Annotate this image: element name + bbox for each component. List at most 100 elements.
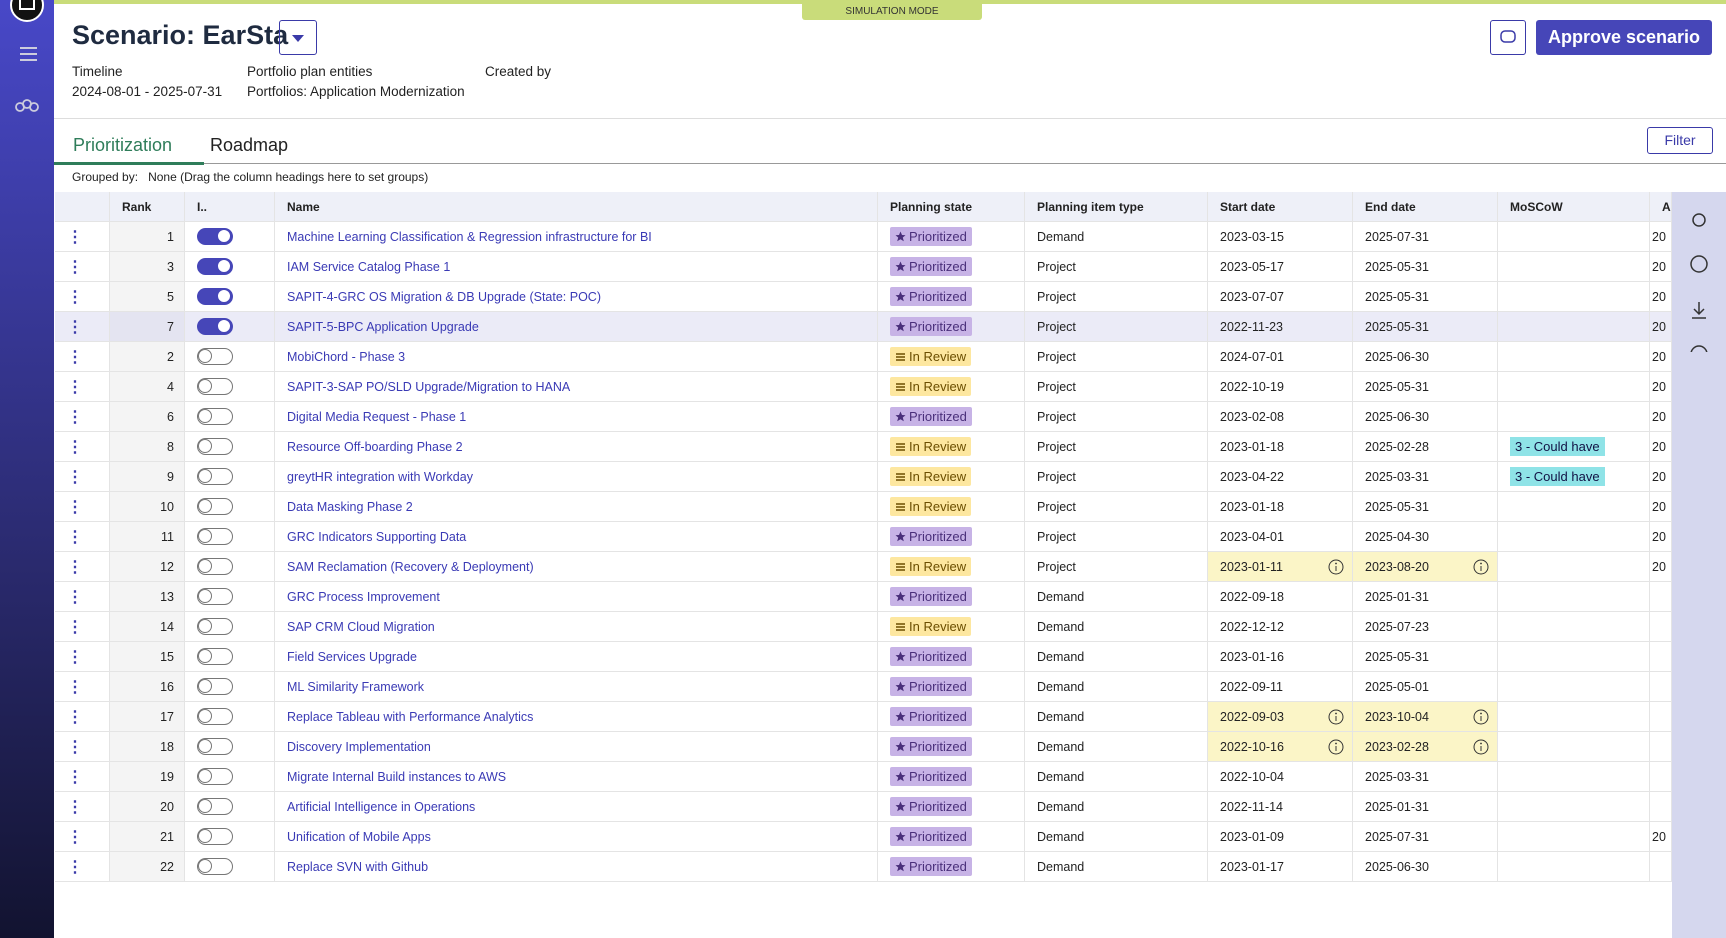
state-cell: Prioritized [878,312,1025,341]
state-badge: Prioritized [890,737,972,756]
item-link[interactable]: Machine Learning Classification & Regres… [287,229,652,244]
item-link[interactable]: Discovery Implementation [287,739,431,754]
tab[interactable]: Roadmap [210,135,289,155]
row-menu[interactable]: ⋮ [67,528,83,546]
item-link[interactable]: SAP CRM Cloud Migration [287,619,435,634]
table-row: ⋮ 14 SAP CRM Cloud Migration In Review Deman… [55,612,1672,642]
state-cell: Prioritized [878,762,1025,791]
include-toggle[interactable] [197,468,233,485]
include-toggle[interactable] [197,648,233,665]
tab[interactable]: Prioritization [73,135,173,155]
include-toggle[interactable] [197,558,233,575]
row-actions: ⋮ [55,432,110,461]
item-link[interactable]: Unification of Mobile Apps [287,829,431,844]
row-menu[interactable]: ⋮ [67,258,83,276]
include-toggle[interactable] [197,348,233,365]
row-menu[interactable]: ⋮ [67,828,83,846]
item-link[interactable]: Digital Media Request - Phase 1 [287,409,467,424]
date-text: 2025-05-31 [1365,289,1429,304]
end-date: 2025-06-30 [1353,342,1498,371]
header-cell[interactable]: End date [1353,192,1498,221]
include-toggle[interactable] [197,258,233,275]
dropdown-button[interactable] [279,20,317,55]
include-toggle[interactable] [197,408,233,425]
include-toggle[interactable] [197,858,233,875]
row-menu[interactable]: ⋮ [67,738,83,756]
row-menu[interactable]: ⋮ [67,678,83,696]
header-cell[interactable]: Planning item type [1025,192,1208,221]
item-link[interactable]: Replace SVN with Github [287,859,429,874]
item-link[interactable]: GRC Indicators Supporting Data [287,529,467,544]
item-link[interactable]: MobiChord - Phase 3 [287,349,406,364]
end-date: 2025-01-31 [1353,582,1498,611]
approve-button[interactable]: Approve scenario [1536,20,1712,55]
header-cell[interactable]: MoSCoW [1498,192,1650,221]
item-link[interactable]: ML Similarity Framework [287,679,425,694]
row-menu[interactable]: ⋮ [67,348,83,366]
header-cell[interactable]: Rank [110,192,185,221]
row-menu[interactable]: ⋮ [67,318,83,336]
row-menu[interactable]: ⋮ [67,558,83,576]
header-cell[interactable]: I.. [185,192,275,221]
item-link[interactable]: SAPIT-4-GRC OS Migration & DB Upgrade (S… [287,289,601,304]
header-cell[interactable]: Planning state [878,192,1025,221]
state-badge: In Review [890,347,972,366]
row-menu[interactable]: ⋮ [67,858,83,876]
item-link[interactable]: SAPIT-5-BPC Application Upgrade [287,319,479,334]
row-menu[interactable]: ⋮ [67,288,83,306]
date-text: 2022-10-19 [1220,379,1284,394]
moscow-cell [1498,252,1650,281]
item-link[interactable]: greytHR integration with Workday [287,469,473,484]
comment-button[interactable] [1490,20,1526,55]
include-toggle[interactable] [197,798,233,815]
moscow-badge: 3 - Could have [1510,467,1605,486]
include-toggle[interactable] [197,528,233,545]
include-toggle[interactable] [197,438,233,455]
include-toggle[interactable] [197,768,233,785]
item-link[interactable]: Data Masking Phase 2 [287,499,413,514]
item-link[interactable]: Replace Tableau with Performance Analyti… [287,709,534,724]
row-menu[interactable]: ⋮ [67,378,83,396]
header-cell[interactable]: Name [275,192,878,221]
include-toggle[interactable] [197,498,233,515]
row-menu[interactable]: ⋮ [67,468,83,486]
include-toggle[interactable] [197,678,233,695]
include-toggle[interactable] [197,228,233,245]
row-menu[interactable]: ⋮ [67,588,83,606]
row-menu[interactable]: ⋮ [67,618,83,636]
row-menu[interactable]: ⋮ [67,708,83,726]
row-menu[interactable]: ⋮ [67,498,83,516]
item-link[interactable]: GRC Process Improvement [287,589,440,604]
item-link[interactable]: IAM Service Catalog Phase 1 [287,259,451,274]
row-menu[interactable]: ⋮ [67,408,83,426]
item-link[interactable]: Artificial Intelligence in Operations [287,799,476,814]
item-link[interactable]: Resource Off-boarding Phase 2 [287,439,463,454]
row-menu[interactable]: ⋮ [67,798,83,816]
table-row: ⋮ 19 Migrate Internal Build instances to A… [55,762,1672,792]
include-toggle[interactable] [197,618,233,635]
row-menu[interactable]: ⋮ [67,438,83,456]
row-menu[interactable]: ⋮ [67,648,83,666]
right-panel [1672,192,1726,938]
row-actions: ⋮ [55,372,110,401]
row-menu[interactable]: ⋮ [67,768,83,786]
item-link[interactable]: Migrate Internal Build instances to AWS [287,769,507,784]
item-link[interactable]: SAM Reclamation (Recovery & Deployment) [287,559,534,574]
item-link[interactable]: Field Services Upgrade [287,649,417,664]
include-toggle[interactable] [197,378,233,395]
header-cell[interactable]: Start date [1208,192,1353,221]
include-toggle[interactable] [197,738,233,755]
include-toggle[interactable] [197,828,233,845]
include-toggle[interactable] [197,288,233,305]
row-menu[interactable]: ⋮ [67,228,83,246]
include-toggle[interactable] [197,708,233,725]
item-type: Demand [1025,612,1208,641]
header-cell[interactable]: Ap [1650,192,1672,221]
start-date: 2023-05-17 [1208,252,1353,281]
table-row: ⋮ 9 greytHR integration with Workday In Rev… [55,462,1672,492]
filter-button[interactable]: Filter [1647,127,1713,154]
table-row: ⋮ 15 Field Services Upgrade Prioritized Dema… [55,642,1672,672]
include-toggle[interactable] [197,588,233,605]
item-link[interactable]: SAPIT-3-SAP PO/SLD Upgrade/Migration to … [287,379,571,394]
include-toggle[interactable] [197,318,233,335]
